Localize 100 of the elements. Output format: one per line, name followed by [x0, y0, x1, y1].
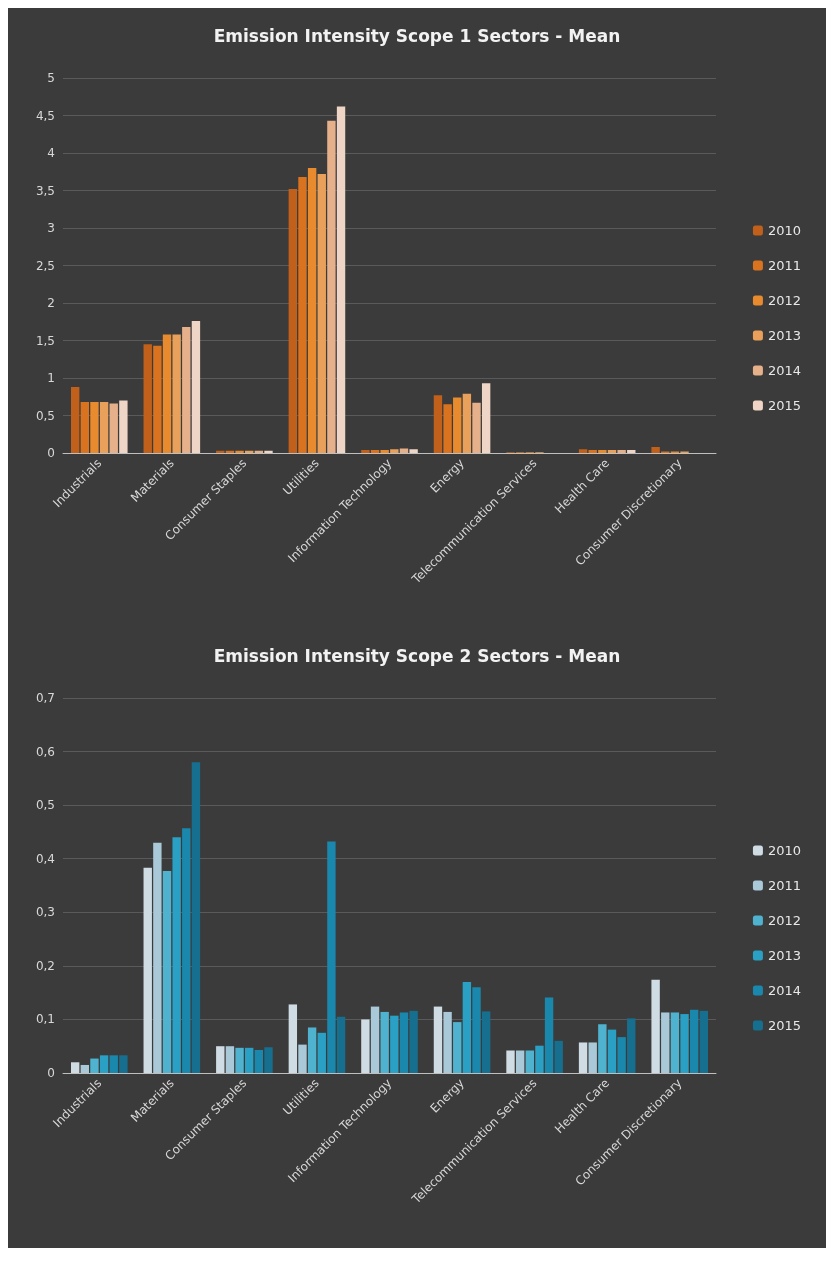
bar — [216, 1046, 225, 1073]
legend-label: 2011 — [767, 878, 802, 893]
bar — [627, 450, 636, 453]
bar — [153, 842, 162, 1073]
bar — [472, 402, 481, 453]
y-tick-label: 3,5 — [35, 183, 55, 198]
bar — [544, 997, 554, 1073]
bar — [390, 1015, 399, 1073]
bar — [143, 867, 152, 1073]
bar — [162, 334, 172, 453]
bar — [588, 450, 597, 453]
bar — [235, 1047, 244, 1073]
y-tick-label: 0,7 — [35, 691, 55, 705]
bar — [409, 1010, 418, 1073]
y-tick-label: 0 — [47, 1066, 55, 1080]
bar — [327, 841, 336, 1073]
y-tick-label: 0,5 — [35, 798, 55, 813]
bar — [433, 1006, 443, 1073]
legend-label: 2014 — [767, 363, 802, 378]
bar — [409, 449, 418, 453]
bar — [607, 1029, 617, 1073]
bar — [336, 1016, 346, 1073]
y-tick-label: 2 — [47, 296, 55, 310]
bar — [191, 762, 201, 1073]
bar — [109, 403, 118, 453]
bar — [361, 1019, 370, 1073]
y-tick-label: 2,5 — [35, 258, 55, 273]
bar — [70, 1062, 80, 1073]
bar — [670, 1012, 680, 1073]
bar — [515, 1050, 525, 1073]
bar — [245, 1047, 254, 1073]
bar — [680, 1014, 689, 1073]
bar — [307, 168, 317, 453]
legend-label: 2015 — [767, 398, 802, 413]
bar — [433, 395, 443, 453]
y-tick-label: 0,2 — [35, 958, 55, 973]
bar — [254, 1049, 264, 1073]
bar — [361, 450, 370, 453]
bar — [182, 828, 191, 1073]
bar — [453, 397, 462, 453]
bar — [462, 981, 472, 1073]
y-tick-label: 0,3 — [35, 905, 55, 920]
bar — [298, 177, 307, 453]
bar — [370, 1006, 380, 1073]
y-tick-label: 3 — [47, 221, 55, 235]
legend-label: 2012 — [767, 293, 802, 308]
bar — [317, 174, 326, 453]
bar — [472, 987, 481, 1073]
bar — [298, 1044, 307, 1073]
bar — [182, 327, 191, 453]
y-tick-label: 0,4 — [35, 851, 55, 866]
bar — [143, 344, 152, 453]
bar — [172, 837, 181, 1073]
bar — [370, 450, 380, 453]
bar — [588, 1042, 597, 1073]
legend-label: 2015 — [767, 1018, 802, 1033]
bar — [235, 450, 244, 453]
legend-label: 2013 — [767, 948, 802, 963]
bar — [627, 1018, 636, 1073]
bar — [225, 1046, 235, 1073]
bar — [162, 871, 172, 1073]
bar — [390, 449, 399, 453]
legend-label: 2010 — [767, 843, 802, 858]
y-tick-label: 1 — [47, 371, 55, 385]
bar — [264, 1047, 273, 1073]
bar — [399, 1012, 409, 1073]
bar — [191, 321, 201, 453]
bar — [651, 979, 660, 1073]
legend-label: 2010 — [767, 223, 802, 238]
bar — [598, 1024, 607, 1073]
bar — [288, 189, 298, 453]
y-tick-label: 0,6 — [35, 744, 55, 759]
bar — [264, 450, 273, 453]
y-tick-label: 1,5 — [35, 333, 55, 348]
bar — [90, 402, 99, 453]
chart-title: Emission Intensity Scope 1 Sectors - Mean — [213, 25, 621, 46]
bar — [380, 450, 389, 453]
y-tick-label: 0,1 — [35, 1012, 55, 1027]
bar — [506, 1050, 515, 1073]
bar — [651, 447, 660, 453]
bar — [578, 1042, 588, 1073]
bar — [119, 1055, 128, 1073]
y-tick-label: 5 — [47, 71, 55, 85]
bar — [607, 450, 617, 453]
y-tick-label: 4 — [47, 146, 55, 160]
bar — [80, 402, 90, 453]
bar — [80, 1064, 90, 1073]
bar — [380, 1011, 389, 1073]
bar — [689, 1009, 699, 1073]
bar — [535, 1045, 544, 1073]
bar — [327, 120, 336, 453]
legend-label: 2014 — [767, 983, 802, 998]
bar — [288, 1004, 298, 1073]
bar — [453, 1022, 462, 1073]
bar — [578, 449, 588, 453]
bar — [554, 1040, 563, 1073]
bar — [525, 1050, 534, 1073]
y-tick-label: 0 — [47, 446, 55, 460]
bar — [307, 1027, 317, 1073]
bar — [661, 1012, 670, 1073]
